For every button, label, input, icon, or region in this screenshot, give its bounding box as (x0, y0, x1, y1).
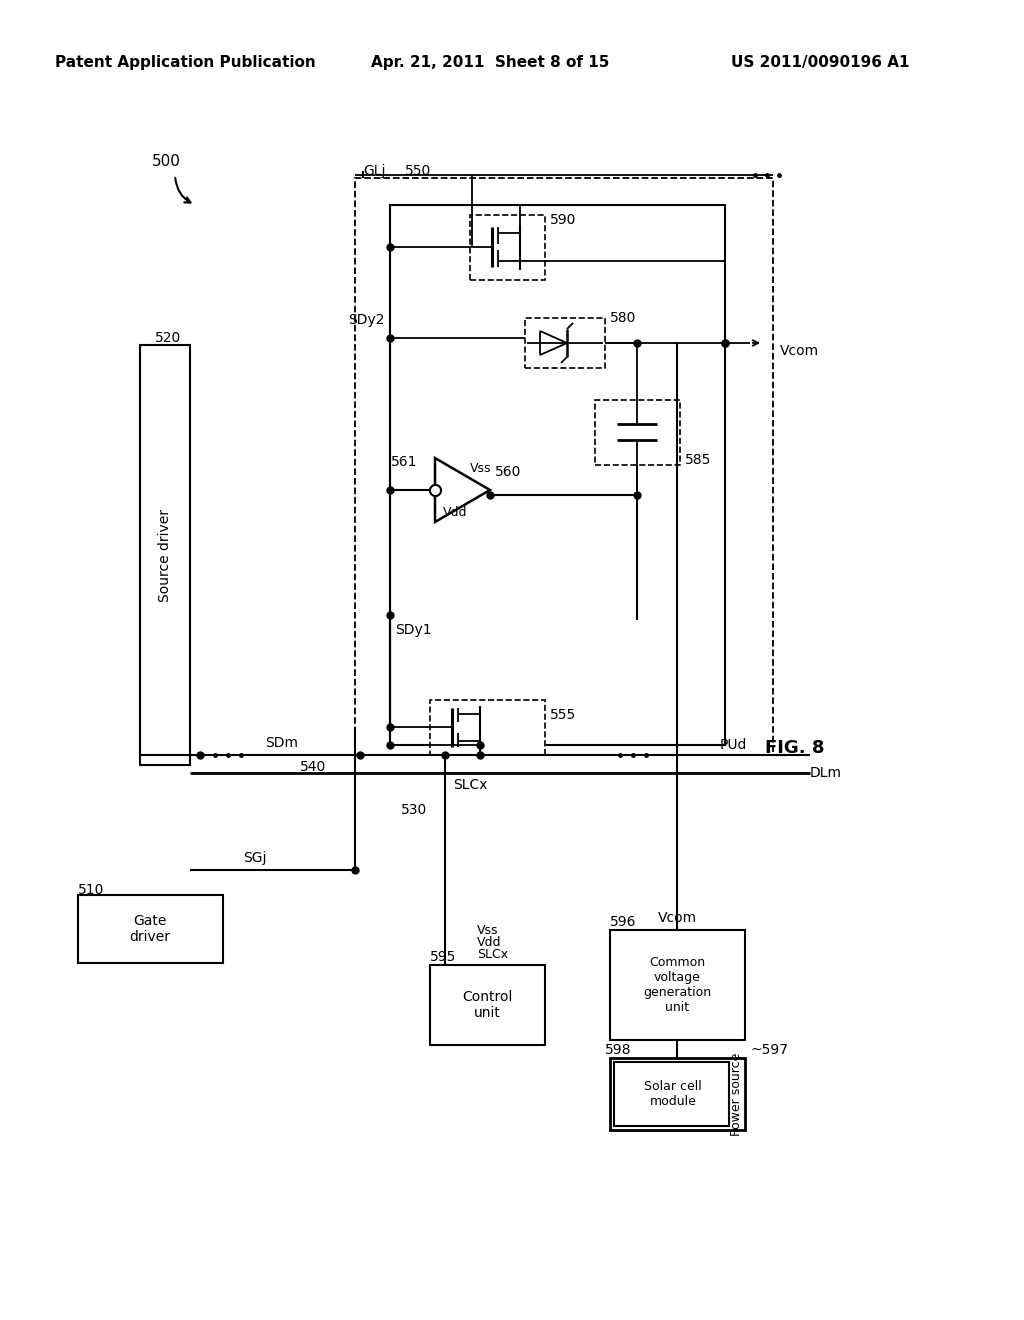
Bar (470, 215, 545, 280)
Text: Vss: Vss (470, 462, 492, 474)
Bar (610, 931, 745, 1040)
Text: Vcom: Vcom (657, 911, 696, 925)
Bar (78, 895, 223, 964)
Text: GLj: GLj (362, 164, 385, 178)
Text: 598: 598 (605, 1043, 632, 1057)
Text: 510: 510 (78, 883, 104, 898)
Text: Vss: Vss (477, 924, 499, 937)
Text: Power source: Power source (730, 1052, 743, 1135)
Bar (614, 1063, 729, 1126)
Text: SDy2: SDy2 (348, 313, 385, 327)
Text: SGj: SGj (244, 851, 266, 865)
Text: DLm: DLm (810, 766, 842, 780)
Bar (525, 318, 605, 368)
Text: 555: 555 (550, 708, 577, 722)
Polygon shape (435, 458, 490, 521)
Text: ~597: ~597 (750, 1043, 788, 1057)
Text: 540: 540 (300, 760, 327, 774)
Text: 596: 596 (610, 915, 637, 929)
Text: 500: 500 (152, 154, 181, 169)
Text: 561: 561 (390, 455, 417, 469)
Text: SLCx: SLCx (453, 777, 487, 792)
Text: FIG. 8: FIG. 8 (765, 739, 824, 756)
Text: 595: 595 (430, 950, 457, 964)
Text: 585: 585 (685, 453, 712, 467)
Text: Apr. 21, 2011  Sheet 8 of 15: Apr. 21, 2011 Sheet 8 of 15 (371, 54, 609, 70)
Text: Vdd: Vdd (477, 936, 502, 949)
Text: 520: 520 (155, 331, 181, 345)
Text: SDy1: SDy1 (395, 623, 432, 638)
Text: SDm: SDm (265, 737, 298, 750)
Bar (140, 345, 190, 766)
Bar (595, 400, 680, 465)
Bar (390, 205, 725, 744)
Text: Common
voltage
generation
unit: Common voltage generation unit (643, 956, 711, 1014)
Text: US 2011/0090196 A1: US 2011/0090196 A1 (731, 54, 909, 70)
Bar (430, 965, 545, 1045)
Text: Control
unit: Control unit (462, 990, 512, 1020)
Bar (355, 178, 773, 755)
Text: PUd: PUd (720, 738, 748, 752)
Polygon shape (540, 331, 567, 355)
Text: Solar cell
module: Solar cell module (644, 1080, 701, 1107)
Text: 530: 530 (400, 803, 427, 817)
Text: Vdd: Vdd (443, 506, 468, 519)
Text: Source driver: Source driver (158, 508, 172, 602)
Text: 550: 550 (406, 164, 431, 178)
Text: Vcom: Vcom (780, 345, 819, 358)
Text: 560: 560 (495, 465, 521, 479)
Text: Patent Application Publication: Patent Application Publication (54, 54, 315, 70)
Bar (610, 1059, 745, 1130)
Text: 590: 590 (550, 213, 577, 227)
Text: Gate
driver: Gate driver (129, 913, 171, 944)
Text: 580: 580 (610, 312, 636, 325)
Text: SLCx: SLCx (477, 949, 508, 961)
Bar (430, 700, 545, 755)
